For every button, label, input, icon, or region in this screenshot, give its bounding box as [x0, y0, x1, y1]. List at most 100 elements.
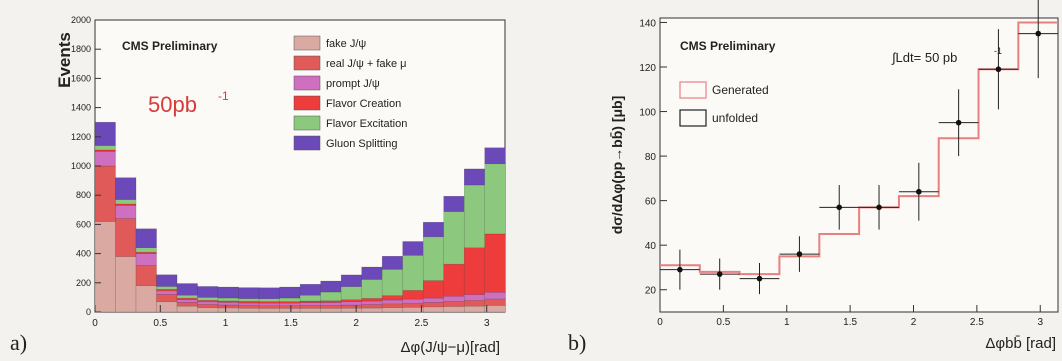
bar-segment	[156, 301, 178, 313]
data-point	[677, 266, 683, 273]
bar-segment	[422, 236, 444, 281]
bar-segment	[320, 305, 342, 309]
y-tick-label: 20	[645, 286, 657, 297]
bar-segment	[361, 307, 383, 313]
bar-segment	[156, 286, 178, 290]
bar-segment	[402, 307, 424, 313]
bar-segment	[258, 298, 280, 302]
bar-segment	[279, 305, 301, 309]
y-tick-label: 800	[76, 190, 91, 200]
bar-segment	[217, 297, 239, 302]
bar-segment	[176, 299, 198, 303]
legend-swatch	[293, 55, 321, 71]
bar-segment	[402, 290, 424, 300]
legend-swatch	[293, 95, 321, 111]
bar-segment	[115, 256, 137, 313]
bar-segment	[361, 300, 383, 305]
bar-segment	[217, 302, 239, 306]
bar-segment	[402, 302, 424, 308]
data-point	[1035, 30, 1042, 37]
y-tick-label: 600	[76, 219, 91, 229]
lumi-exponent: -1	[994, 46, 1002, 56]
bar-segment	[381, 269, 403, 296]
bar-segment	[135, 247, 157, 253]
bar-segment	[217, 304, 239, 309]
bar-segment	[115, 199, 137, 205]
x-axis-title: Δφ(J/ψ−μ)[rad]	[400, 339, 500, 356]
legend-label: prompt J/ψ	[326, 78, 380, 90]
legend-label: fake J/ψ	[326, 38, 366, 50]
bar-segment	[94, 121, 116, 146]
bar-segment	[463, 294, 485, 301]
legend-swatch	[293, 115, 321, 131]
bar-segment	[381, 295, 403, 301]
data-point	[916, 188, 922, 195]
bar-segment	[238, 298, 260, 302]
bar-segment	[258, 287, 280, 299]
bar-segment	[381, 307, 403, 313]
x-tick-label: 1	[223, 318, 229, 329]
bar-segment	[463, 184, 485, 249]
bar-segment	[299, 294, 321, 302]
legend-label: Flavor Excitation	[326, 118, 407, 130]
data-point	[796, 251, 803, 257]
bar-segment	[381, 303, 403, 308]
bar-segment	[94, 145, 116, 151]
bar-segment	[361, 279, 383, 299]
x-tick-label: 3	[484, 318, 490, 329]
bar-segment	[135, 285, 157, 313]
y-tick-label: 1000	[71, 161, 91, 171]
x-tick-label: 2.5	[970, 317, 984, 328]
panel-label-a: a)	[10, 330, 28, 355]
bar-segment	[340, 307, 362, 313]
bar-segment	[443, 295, 465, 302]
bar-segment	[320, 308, 342, 313]
bar-segment	[299, 302, 321, 306]
bar-segment	[422, 221, 444, 238]
bar-segment	[443, 195, 465, 212]
bar-segment	[340, 286, 362, 300]
x-axis-title: Δφbb̄ [rad]	[985, 335, 1056, 352]
data-point	[876, 204, 882, 211]
bar-segment	[422, 306, 444, 313]
bar-segment	[135, 253, 157, 266]
legend-label: unfolded	[712, 111, 758, 125]
x-tick-label: 0	[92, 318, 98, 329]
bar-segment	[299, 308, 321, 313]
bar-segment	[115, 205, 137, 219]
x-tick-label: 0	[657, 317, 663, 328]
bar-segment	[299, 305, 321, 309]
bar-segment	[320, 300, 342, 303]
bar-segment	[484, 292, 506, 300]
bar-segment	[156, 274, 178, 287]
bar-segment	[463, 168, 485, 186]
bar-segment	[258, 308, 280, 313]
y-tick-label: 1800	[71, 44, 91, 54]
bar-segment	[176, 294, 198, 299]
x-tick-label: 2.5	[414, 318, 428, 329]
data-point	[955, 119, 962, 126]
bar-segment	[484, 233, 506, 293]
bar-segment	[238, 307, 260, 313]
bar-segment	[238, 287, 260, 299]
legend-swatch	[679, 81, 707, 99]
bar-segment	[279, 297, 301, 302]
data-point	[756, 275, 763, 282]
legend-swatch	[293, 35, 321, 51]
bar-segment	[484, 163, 506, 235]
x-tick-label: 0.5	[153, 318, 167, 329]
bar-segment	[484, 298, 506, 306]
bar-segment	[115, 218, 137, 257]
chart-a: 0 200 400 600 800 1000 1200 1400 1600 1800 2000 0 0.…	[55, 15, 506, 356]
bar-segment	[135, 228, 157, 249]
legend-label: Flavor Creation	[326, 98, 401, 110]
y-tick-label: 140	[639, 18, 656, 29]
bar-segment	[197, 286, 219, 298]
legend-swatch	[679, 109, 707, 127]
chart-b: 20 40 60 80 100 120 140 0 0.5 1 1.5 2 2.5 3 dσ/dΔφ(pp→…	[608, 0, 1059, 352]
bar-segment	[484, 147, 506, 165]
data-point	[716, 271, 723, 277]
bar-segment	[463, 247, 485, 295]
cms-preliminary-label: CMS Preliminary	[680, 39, 776, 53]
bar-segment	[94, 151, 116, 167]
